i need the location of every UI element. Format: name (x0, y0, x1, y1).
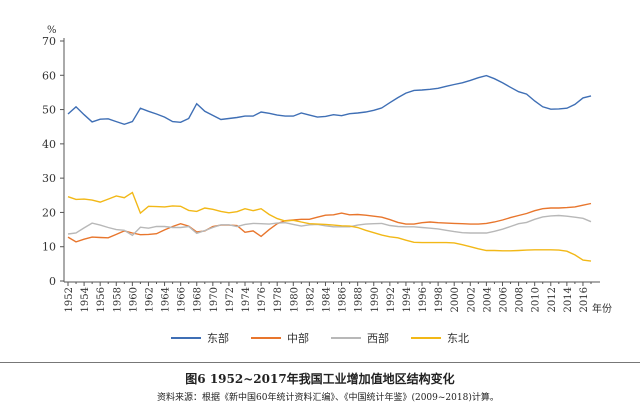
legend-label: 东部 (207, 332, 229, 345)
series-line-0 (67, 74, 592, 126)
series-line-1 (67, 202, 592, 243)
x-tick-label: 1978 (273, 287, 284, 312)
x-tick-label: 2000 (450, 287, 461, 312)
x-tick-label: 2012 (547, 287, 558, 312)
legend: 东部 中部 西部 东北 (0, 330, 640, 346)
x-tick-label: 1988 (354, 287, 365, 312)
legend-swatch (331, 337, 361, 339)
y-tick-label: 10 (42, 241, 56, 254)
legend-item: 东部 (171, 330, 229, 346)
x-tick-label: 1992 (386, 287, 397, 312)
legend-item: 西部 (331, 330, 389, 346)
legend-swatch (171, 337, 201, 339)
series-line-3 (67, 191, 592, 262)
x-tick-label: 1968 (193, 287, 204, 312)
x-tick-label: 2016 (579, 287, 590, 312)
legend-swatch (411, 337, 441, 339)
x-tick-label: 1964 (161, 287, 172, 312)
divider (0, 362, 640, 363)
x-tick-label: 2014 (563, 287, 574, 312)
legend-item: 中部 (251, 330, 309, 346)
y-tick-label: 50 (42, 104, 56, 117)
x-tick-label: 1954 (80, 287, 91, 312)
x-tick-label: 1996 (418, 287, 429, 312)
x-tick-label: 1976 (257, 287, 268, 312)
legend-label: 西部 (367, 332, 389, 345)
x-tick-label: 1986 (338, 287, 349, 312)
x-tick-label: 1972 (225, 287, 236, 312)
x-tick-label: 1960 (128, 287, 139, 312)
x-tick-label: 1990 (370, 287, 381, 312)
y-tick-label: 70 (42, 35, 56, 48)
x-tick-label: 1982 (305, 287, 316, 312)
x-tick-label: 1994 (402, 287, 413, 312)
x-tick-label: 2008 (515, 287, 526, 312)
x-tick-label: 1966 (177, 287, 188, 312)
chart-source: 资料来源：根据《新中国60年统计资料汇编》、《中国统计年鉴》(2009~2018… (157, 393, 499, 403)
x-tick-label: 1984 (321, 287, 332, 312)
series-line-2 (67, 214, 592, 237)
x-tick-label: 1958 (112, 287, 123, 312)
x-tick-label: 1952 (64, 287, 75, 312)
x-tick-label: 1974 (241, 287, 252, 312)
chart-title: 图6 1952~2017年我国工业增加值地区结构变化 (185, 372, 455, 386)
x-tick-label: 2010 (531, 287, 542, 312)
y-tick-label: 30 (42, 172, 56, 185)
legend-label: 东北 (447, 332, 469, 345)
y-axis-unit: % (47, 25, 57, 36)
y-tick-label: 40 (42, 138, 56, 151)
line-chart: % 年份 0 10 20 30 40 50 60 70 1952 1954 1956 1958 196… (42, 25, 612, 315)
x-tick-label: 2006 (498, 287, 509, 312)
x-tick-label: 1998 (434, 287, 445, 312)
x-tick-label: 2004 (482, 287, 493, 312)
x-tick-label: 1970 (209, 287, 220, 312)
legend-label: 中部 (287, 332, 309, 345)
legend-item: 东北 (411, 330, 469, 346)
x-tick-label: 1956 (96, 287, 107, 312)
y-tick-label: 60 (42, 69, 56, 82)
x-tick-label: 2002 (466, 287, 477, 312)
x-tick-label: 1980 (289, 287, 300, 312)
y-tick-label: 20 (42, 206, 56, 219)
legend-swatch (251, 337, 281, 339)
x-axis-label: 年份 (592, 302, 612, 315)
y-tick-label: 0 (49, 275, 56, 288)
x-tick-label: 1962 (144, 287, 155, 312)
